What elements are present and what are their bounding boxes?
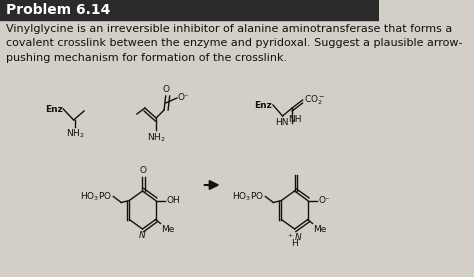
- Bar: [0, 0, 379, 20]
- Text: NH$_2$: NH$_2$: [66, 127, 84, 140]
- Text: O: O: [140, 166, 147, 175]
- Text: HO$_3$PO: HO$_3$PO: [81, 190, 112, 203]
- Text: NH: NH: [288, 115, 301, 124]
- Text: OH: OH: [166, 196, 180, 205]
- Text: $^+$N: $^+$N: [286, 231, 303, 243]
- Text: Me: Me: [313, 224, 327, 234]
- Text: N: N: [139, 231, 146, 240]
- Text: HO$_3$PO: HO$_3$PO: [232, 190, 264, 203]
- Text: Problem 6.14: Problem 6.14: [6, 3, 110, 17]
- Text: Enz: Enz: [45, 104, 63, 114]
- Text: CO$_2^-$: CO$_2^-$: [304, 93, 326, 107]
- Text: O⁻: O⁻: [318, 196, 330, 205]
- Text: O⁻: O⁻: [178, 94, 190, 102]
- Text: Me: Me: [161, 224, 174, 234]
- Text: O: O: [163, 85, 170, 94]
- Text: HN: HN: [275, 118, 289, 127]
- Text: Enz: Enz: [255, 101, 272, 109]
- Text: NH$_2$: NH$_2$: [147, 131, 165, 143]
- Text: Vinylglycine is an irreversible inhibitor of alanine aminotransferase that forms: Vinylglycine is an irreversible inhibito…: [6, 24, 462, 63]
- Text: H: H: [291, 239, 298, 248]
